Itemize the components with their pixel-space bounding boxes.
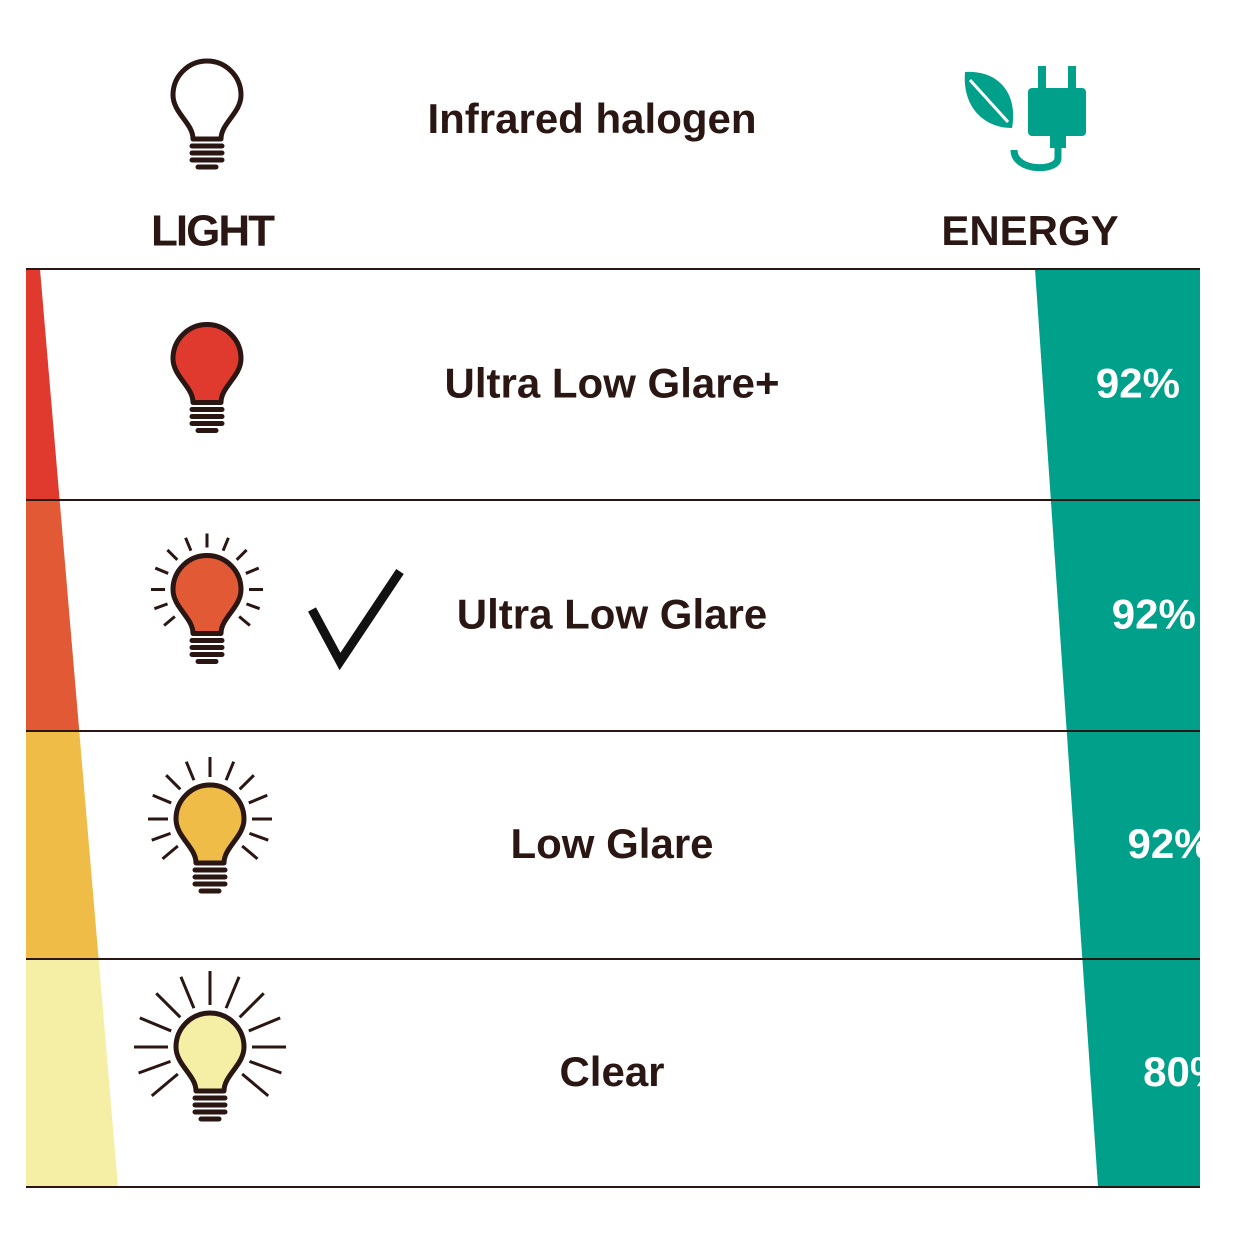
light-ray <box>248 1016 281 1033</box>
light-ray <box>224 761 236 781</box>
bulb-icon <box>173 325 241 431</box>
light-ray <box>179 976 196 1009</box>
light-ray <box>138 1059 172 1075</box>
light-ray <box>248 1059 282 1075</box>
light-ray <box>235 548 248 561</box>
glare-type: Low Glare <box>510 820 713 867</box>
light-ray <box>245 566 260 575</box>
light-ray <box>152 793 172 805</box>
light-ray <box>241 1072 270 1098</box>
bulb-icon <box>176 1013 244 1119</box>
energy-band <box>1035 269 1200 500</box>
light-level <box>26 500 80 731</box>
light-ray <box>166 548 179 561</box>
energy-value: 80% <box>1143 1048 1227 1095</box>
light-ray <box>151 831 172 842</box>
light-ray <box>238 992 265 1019</box>
glare-type: Ultra Low Glare <box>457 591 767 638</box>
light-ray <box>241 844 259 861</box>
energy-band <box>1050 500 1200 731</box>
light-ray <box>224 976 241 1009</box>
light-ray <box>245 602 261 611</box>
light-level <box>26 269 60 500</box>
light-ray <box>184 537 193 552</box>
light-level <box>26 731 99 959</box>
energy-band <box>1082 959 1200 1187</box>
light-icon <box>173 61 241 167</box>
light-ray <box>248 793 268 805</box>
light-ray <box>165 774 182 791</box>
bulb-icon <box>176 785 244 891</box>
title: Infrared halogen <box>427 95 756 142</box>
energy-value: 92% <box>1112 591 1196 638</box>
light-ray <box>163 615 176 627</box>
light-ray <box>238 774 255 791</box>
light-ray <box>154 566 169 575</box>
energy-icon <box>964 66 1086 172</box>
glare-type: Ultra Low Glare+ <box>445 360 780 407</box>
light-level <box>26 959 118 1187</box>
light-ray <box>139 1016 172 1033</box>
light-ray <box>221 537 230 552</box>
glare-type: Clear <box>559 1048 664 1095</box>
energy-value: 92% <box>1127 820 1211 867</box>
light-ray <box>153 602 169 611</box>
light-ray <box>248 831 269 842</box>
light-ray <box>238 615 251 627</box>
bulb-icon <box>173 556 241 662</box>
light-ray <box>184 761 196 781</box>
energy-value: 92% <box>1096 360 1180 407</box>
energy-band <box>1066 731 1200 959</box>
light-ray <box>155 992 182 1019</box>
energy-label: ENERGY <box>941 207 1118 254</box>
checkmark <box>308 569 404 671</box>
light-label: LIGHT <box>151 207 275 256</box>
light-ray <box>150 1072 179 1098</box>
light-ray <box>161 844 179 861</box>
